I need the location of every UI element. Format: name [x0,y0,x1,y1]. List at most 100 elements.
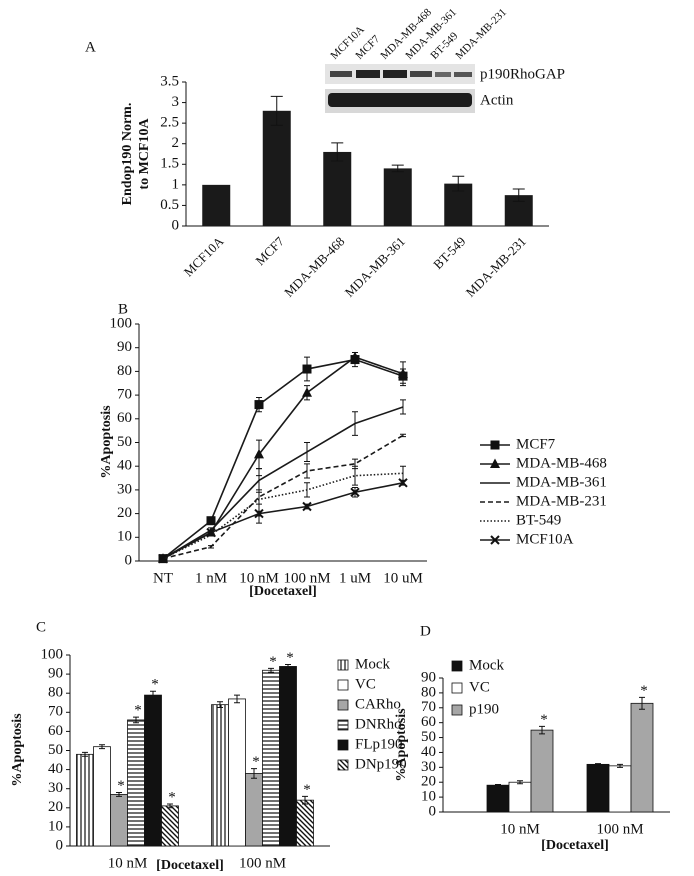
bar [110,794,128,847]
error-bar [302,795,308,805]
bar [586,763,610,813]
legend-label: FLp190 [355,736,403,752]
y-tick-label: 3 [172,94,180,110]
error-bar [268,667,274,673]
y-tick-label: 30 [421,759,436,775]
series-line [162,358,404,560]
bar [608,765,632,813]
y-tick-label: 3.5 [160,73,179,89]
y-axis-title: %Apoptosis [99,405,114,479]
y-tick-label: 70 [421,699,436,715]
bar [630,702,654,813]
x-tick-label: MDA-MB-231 [463,234,529,300]
y-tick-label: 30 [48,780,63,796]
significance-mark: * [269,654,277,670]
y-tick-label: 80 [48,685,63,701]
y-tick-label: 50 [48,742,63,758]
legend-swatch [451,660,463,672]
bar [93,746,111,847]
panel-label: B [118,301,128,317]
x-tick-label: 1 uM [339,570,371,586]
legend-swatch [337,659,349,671]
blot-band [454,72,472,77]
legend-label: Mock [355,656,390,672]
error-bar [512,188,525,202]
error-bar [617,763,623,768]
significance-mark: * [540,712,548,728]
error-bar [400,433,406,438]
legend-label: VC [355,676,376,692]
x-tick-label: BT-549 [430,234,468,272]
bar [323,151,352,226]
x-tick-label: MCF10A [181,233,227,279]
lane-label: MDA-MB-231 [453,6,509,62]
blot-band [328,93,472,107]
x-tick-label: 10 nM [239,570,279,586]
x-tick-label: 10 nM [500,821,540,837]
significance-mark: * [117,778,125,794]
bar [228,698,246,847]
y-tick-label: 1 [172,176,180,192]
y-tick-label: 40 [48,761,63,777]
error-bar [116,792,122,797]
y-tick-label: 10 [48,818,63,834]
error-bar [352,465,358,486]
point-marker [302,501,312,512]
point-marker [206,527,216,538]
y-tick-label: 90 [421,669,436,685]
significance-mark: * [151,677,159,693]
series-line [162,472,404,560]
y-tick-label: 10 [421,789,436,805]
y-tick-label: 60 [48,723,63,739]
error-bar [285,664,291,669]
bar [127,719,145,847]
x-tick-label: 100 nM [596,821,643,837]
error-bar [400,465,406,481]
error-bar [304,482,310,498]
blot-band [410,71,432,77]
point-marker [254,508,264,519]
error-bar [234,694,240,704]
x-tick-label: 10 uM [383,570,423,586]
y-tick-label: 80 [421,684,436,700]
error-bar [133,716,139,724]
band-label: p190RhoGAP [480,66,565,82]
y-tick-label: 20 [117,505,132,521]
point-marker [254,448,264,459]
legend-label: Mock [469,657,504,673]
legend-label: p190 [469,701,499,717]
error-bar [452,175,465,192]
point-marker [398,478,408,488]
bar [279,666,297,847]
bar [161,805,179,847]
error-bar [82,751,88,757]
y-tick-label: 20 [48,799,63,815]
error-bar [251,768,257,779]
y-tick-label: 70 [117,387,132,403]
error-bar [517,780,523,785]
error-bar [639,696,645,710]
legend-marker [490,458,500,468]
legend-label: MDA-MB-468 [516,455,607,471]
error-bar [304,442,310,462]
legend-marker [490,440,500,450]
y-tick-label: 10 [117,529,132,545]
y-tick-label: 100 [41,646,64,662]
x-tick-label: 10 nM [108,855,148,871]
error-bar [99,744,105,750]
legend-swatch [337,679,349,691]
y-tick-label: 80 [117,363,132,379]
legend-label: DNRho [355,716,402,732]
error-bar [595,763,601,766]
bar [383,168,412,226]
significance-mark: * [640,683,648,699]
error-bar [150,690,156,700]
error-bar [331,142,344,162]
blot-band [330,71,352,77]
y-tick-label: 40 [117,458,132,474]
y-tick-label: 2.5 [160,115,179,131]
significance-mark: * [134,703,142,719]
error-bar [391,164,404,173]
western-blot [325,64,475,113]
y-tick-label: 1.5 [160,156,179,172]
